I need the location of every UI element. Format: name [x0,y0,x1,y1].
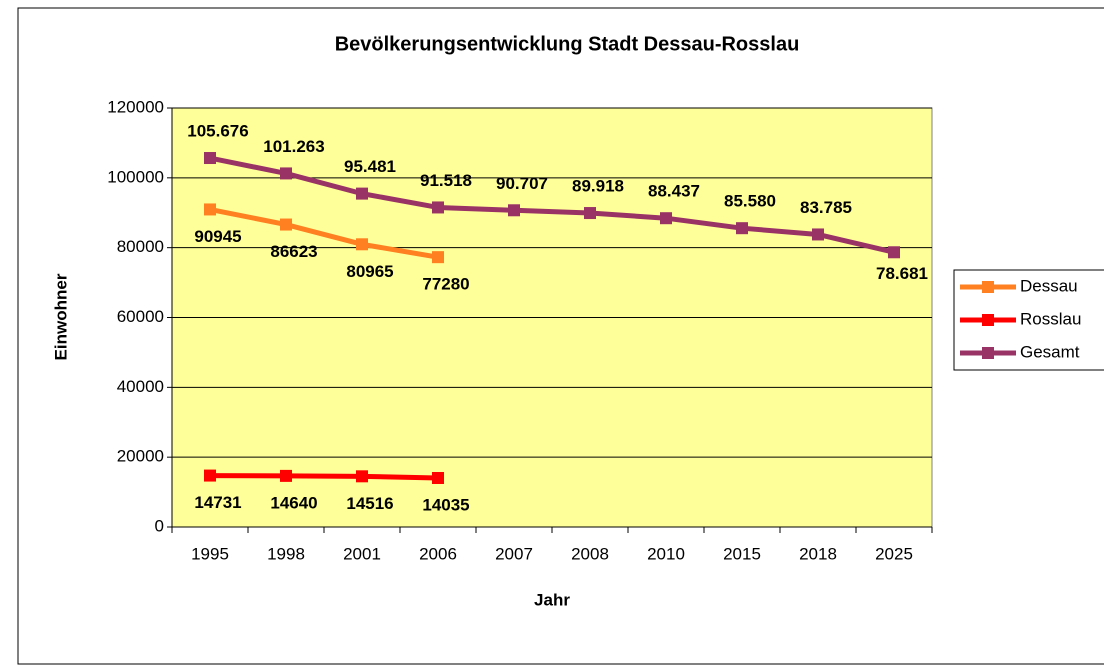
point-marker [280,469,292,482]
data-label: 78.681 [876,264,928,283]
point-marker [584,207,596,220]
x-tick-label: 1995 [191,544,229,563]
legend-marker [982,347,994,359]
legend-marker [982,281,994,293]
x-axis-label: Jahr [534,590,570,609]
y-axis-label: Einwohner [51,273,70,360]
x-tick-label: 2018 [799,544,837,563]
x-tick-label: 2008 [571,544,609,563]
y-tick-label: 100000 [107,167,164,186]
y-tick-label: 40000 [117,377,164,396]
legend-label: Gesamt [1020,342,1080,361]
point-marker [432,251,444,264]
point-marker [432,201,444,214]
point-marker [736,222,748,235]
x-tick-label: 2015 [723,544,761,563]
data-label: 85.580 [724,192,776,211]
data-label: 14516 [346,494,393,513]
point-marker [432,471,444,484]
x-tick-label: 1998 [267,544,305,563]
series-line [209,206,439,260]
x-tick-label: 2010 [647,544,685,563]
data-label: 86623 [270,242,317,261]
legend-label: Dessau [1020,276,1078,295]
x-tick-label: 2007 [495,544,533,563]
point-marker [812,228,824,241]
data-label: 88.437 [648,182,700,201]
point-marker [356,187,368,200]
data-label: 90.707 [496,174,548,193]
data-label: 95.481 [344,157,396,176]
point-marker [204,469,216,482]
y-tick-label: 120000 [107,97,164,116]
x-tick-label: 2025 [875,544,913,563]
y-tick-label: 20000 [117,447,164,466]
data-label: 14640 [270,493,317,512]
data-label: 91.518 [420,171,472,190]
point-marker [888,246,900,259]
point-marker [280,167,292,180]
point-marker [508,204,520,217]
data-label: 83.785 [800,198,852,217]
data-label: 14035 [422,495,469,514]
data-label: 101.263 [263,137,324,156]
y-tick-label: 0 [155,516,164,535]
chart-title: Bevölkerungsentwicklung Stadt Dessau-Ros… [335,33,800,55]
series-line [209,155,895,255]
point-marker [204,152,216,165]
x-tick-label: 2006 [419,544,457,563]
point-marker [204,203,216,216]
x-tick-label: 2001 [343,544,381,563]
series-line [209,473,439,481]
data-label: 105.676 [187,121,248,140]
y-tick-label: 60000 [117,307,164,326]
data-label: 90945 [194,227,241,246]
point-marker [356,470,368,483]
data-label: 89.918 [572,177,624,196]
point-marker [660,212,672,225]
point-marker [356,238,368,251]
data-label: 77280 [422,275,469,294]
legend-marker [982,314,994,326]
data-label: 14731 [194,493,241,512]
point-marker [280,218,292,231]
y-tick-label: 80000 [117,237,164,256]
data-label: 80965 [346,262,393,281]
legend-label: Rosslau [1020,309,1081,328]
